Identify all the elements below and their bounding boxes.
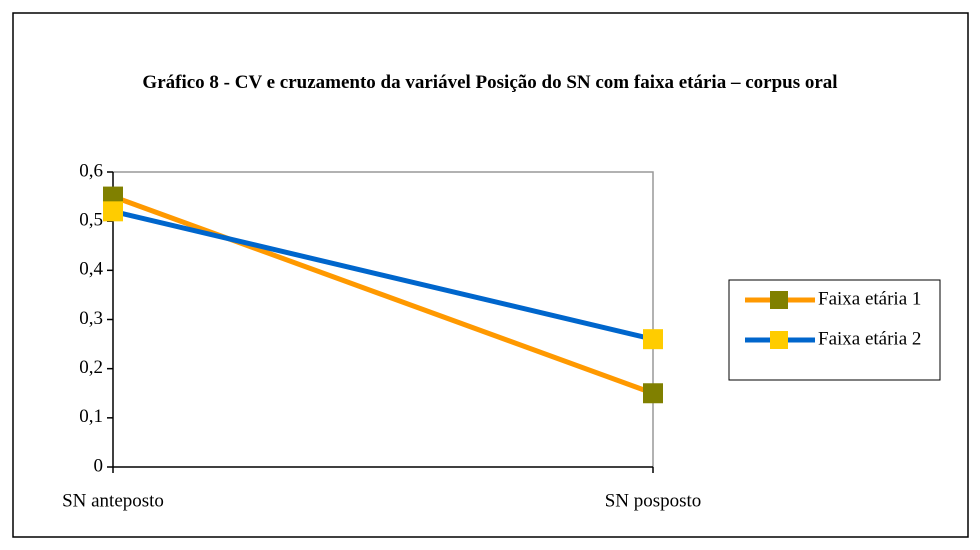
y-tick-label: 0,6 xyxy=(79,160,103,181)
x-tick-label: SN posposto xyxy=(605,490,702,511)
legend-box xyxy=(728,279,941,381)
y-tick-label: 0,5 xyxy=(79,210,103,231)
marker xyxy=(103,201,123,222)
legend-marker xyxy=(770,331,788,349)
y-tick-label: 0,3 xyxy=(79,308,103,329)
series-line xyxy=(112,208,654,342)
y-tick-label: 0,2 xyxy=(79,357,103,378)
y-tick-label: 0,1 xyxy=(79,406,103,427)
series-line xyxy=(112,194,654,396)
y-tick-label: 0,4 xyxy=(79,259,103,280)
plot-border xyxy=(113,171,654,467)
marker xyxy=(643,383,663,404)
legend-label: Faixa etária 2 xyxy=(818,328,921,349)
y-tick-label: 0 xyxy=(94,455,104,476)
chart-title: Gráfico 8 - CV e cruzamento da variável … xyxy=(142,72,838,93)
legend-label: Faixa etária 1 xyxy=(818,288,921,309)
marker xyxy=(643,329,663,350)
x-tick-label: SN anteposto xyxy=(62,490,164,511)
legend-marker xyxy=(770,291,788,309)
chart-border xyxy=(12,12,969,538)
